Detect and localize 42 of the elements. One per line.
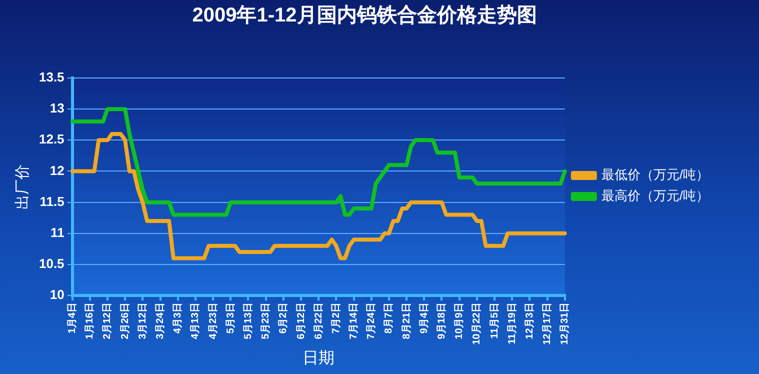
y-tick-label: 11.5 <box>40 194 64 209</box>
x-tick-label: 11月5日 <box>489 302 500 339</box>
x-tick-label: 1月16日 <box>84 302 96 340</box>
x-tick-label: 8月21日 <box>401 302 412 340</box>
x-tick-label: 9月18日 <box>436 302 448 340</box>
x-tick-label: 12月31日 <box>560 302 571 345</box>
x-tick-label: 4月3日 <box>172 302 184 334</box>
x-tick-label: 3月12日 <box>137 302 148 340</box>
x-tick-label: 12月3日 <box>524 302 536 340</box>
legend-label: 最高价（万元/吨） <box>601 188 710 204</box>
y-tick-label: 10.5 <box>38 256 64 272</box>
x-axis-title: 日期 <box>302 348 335 367</box>
y-tick-label: 12 <box>50 162 64 178</box>
y-tick-label: 12.5 <box>38 132 64 147</box>
x-tick-label: 5月3日 <box>225 302 236 334</box>
x-tick-label: 4月23日 <box>208 302 219 340</box>
y-tick-label: 10 <box>50 287 64 302</box>
y-axis-title: 出厂价 <box>14 164 32 210</box>
x-tick-label: 10月22日 <box>472 302 483 345</box>
x-tick-label: 1月4日 <box>67 302 78 334</box>
y-tick-label: 13 <box>50 100 64 116</box>
x-tick-label: 9月4日 <box>418 302 430 334</box>
x-tick-label: 2月26日 <box>120 302 131 340</box>
x-tick-label: 11月19日 <box>506 302 518 344</box>
x-tick-label: 6月2日 <box>278 302 290 334</box>
x-tick-label: 10月9日 <box>454 302 466 340</box>
x-tick-label: 12月17日 <box>542 302 554 345</box>
x-tick-label: 4月13日 <box>190 302 202 340</box>
chart-title: 2009年1-12月国内钨铁合金价格走势图 <box>192 4 537 27</box>
x-tick-label: 3月24日 <box>155 302 166 340</box>
x-tick-label: 5月23日 <box>260 302 272 340</box>
x-tick-label: 7月24日 <box>366 302 378 340</box>
x-tick-label: 6月22日 <box>313 302 324 340</box>
legend-label: 最低价（万元/吨） <box>601 167 710 182</box>
y-tick-label: 13.5 <box>38 70 64 85</box>
x-tick-label: 6月12日 <box>296 302 307 340</box>
x-tick-label: 5月13日 <box>242 302 254 340</box>
x-tick-label: 7月14日 <box>348 302 360 340</box>
x-tick-label: 7月2日 <box>330 302 342 334</box>
x-tick-label: 2月12日 <box>102 302 114 340</box>
x-tick-label: 8月7日 <box>384 302 395 334</box>
y-tick-label: 11 <box>50 224 64 240</box>
